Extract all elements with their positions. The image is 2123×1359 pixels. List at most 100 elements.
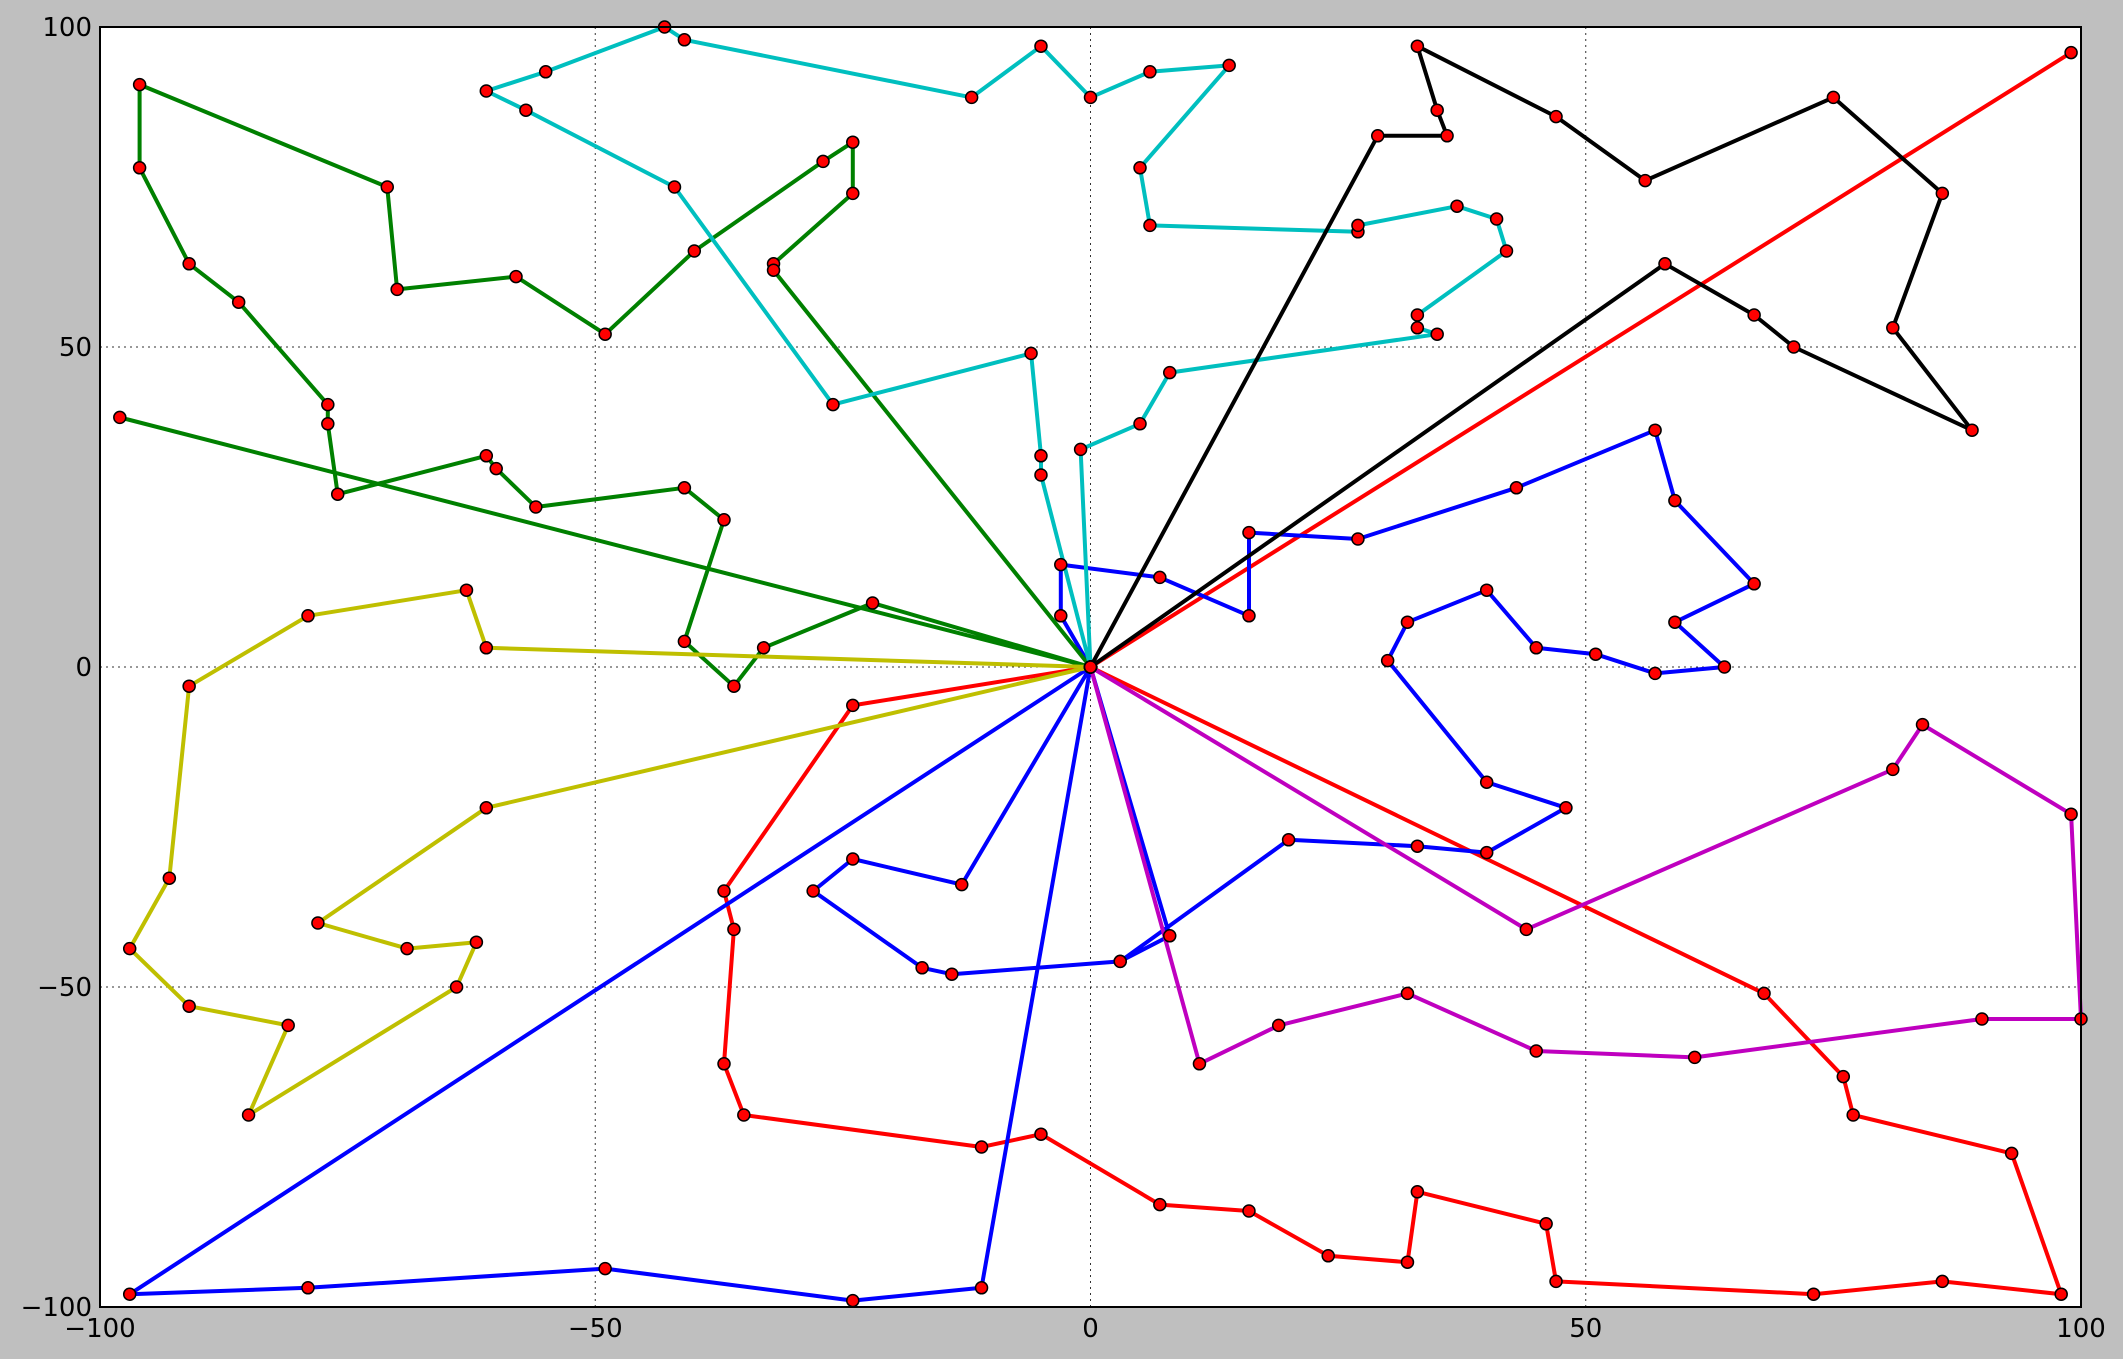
route-4-point-17 (1133, 161, 1147, 175)
route-5-point-2 (1370, 129, 1385, 143)
route-2-point-36 (1479, 845, 1494, 860)
route-7-point-9 (281, 1018, 295, 1033)
route-4-point-5 (826, 397, 840, 412)
route-4-point-24 (1410, 308, 1425, 322)
route-3-point-9 (489, 461, 503, 476)
route-2-point-4 (598, 1261, 612, 1276)
route-3-point-13 (321, 397, 335, 412)
route-7-point-2 (479, 641, 494, 655)
route-2-point-28 (1648, 666, 1662, 681)
route-3-point-18 (380, 180, 394, 194)
route-2-point-23 (1648, 423, 1662, 437)
route-1-point-10 (1242, 1204, 1256, 1218)
route-6-point-5 (1529, 1044, 1543, 1058)
x-tick-label: 100 (2056, 1314, 2106, 1344)
route-5-point-8 (1826, 90, 1841, 105)
route-4-point-15 (1143, 65, 1157, 79)
route-7-point-13 (400, 941, 414, 956)
route-4-point-18 (1143, 218, 1157, 233)
route-1-point-12 (1400, 1255, 1415, 1269)
y-tick-label: 100 (42, 13, 92, 43)
route-2-point-12 (806, 884, 820, 898)
x-tick-labels: −100 −50 0 50 100 (64, 1314, 2106, 1344)
route-1-point-7 (974, 1140, 989, 1154)
route-2-point-6 (974, 1281, 989, 1295)
route-6-point-11 (1886, 762, 1900, 777)
route-2-point-11 (915, 961, 929, 975)
route-1-point-24 (2064, 45, 2078, 60)
route-line-7 (127, 588, 1093, 1117)
route-7-point-7 (122, 941, 137, 956)
route-1-point-14 (1539, 1217, 1553, 1231)
route-1-point-11 (1321, 1249, 1335, 1263)
route-2-point-8 (1162, 929, 1177, 943)
route-2-point-35 (1559, 801, 1573, 815)
route-5-point-10 (1886, 321, 1900, 335)
route-2-point-17 (1054, 557, 1068, 572)
route-line-3 (117, 82, 1093, 689)
route-2-point-26 (1668, 615, 1682, 629)
route-1-point-3 (717, 884, 731, 898)
x-tick-label: 0 (1082, 1314, 1099, 1344)
route-7-point-15 (479, 801, 494, 815)
route-1-point-4 (727, 922, 741, 937)
route-5-point-14 (1658, 257, 1672, 271)
route-7-point-6 (162, 871, 177, 885)
route-1-point-9 (1153, 1197, 1167, 1212)
route-1-point-18 (2054, 1287, 2068, 1301)
route-6-point-6 (1687, 1050, 1702, 1065)
route-2-point-10 (945, 967, 959, 981)
route-4-point-2 (1034, 468, 1048, 482)
route-2-point-21 (1351, 532, 1365, 546)
route-1-point-6 (737, 1108, 751, 1122)
route-4-point-29 (1073, 442, 1088, 457)
stops (113, 20, 2088, 1308)
route-3-point-5 (677, 634, 692, 649)
route-3-point-4 (727, 679, 741, 693)
route-3-point-25 (846, 186, 860, 201)
route-2-point-14 (954, 877, 969, 892)
route-1-point-2 (846, 698, 860, 713)
route-3-point-6 (717, 513, 731, 527)
route-5-point-9 (1935, 186, 1950, 201)
route-3-point-10 (479, 449, 494, 463)
route-6-point-4 (1400, 986, 1415, 1001)
route-4-point-27 (1162, 365, 1177, 380)
route-1-point-15 (1549, 1274, 1563, 1289)
route-6-point-2 (1192, 1057, 1207, 1071)
route-3-point-24 (846, 135, 860, 149)
route-4-point-11 (677, 33, 692, 47)
route-2-point-13 (846, 852, 860, 866)
route-2-point-27 (1717, 660, 1732, 674)
route-2-point-38 (1281, 833, 1296, 847)
y-tick-label: −50 (37, 973, 92, 1003)
route-4-point-3 (1034, 449, 1048, 463)
route-4-point-25 (1410, 321, 1425, 335)
route-1-point-8 (1034, 1127, 1048, 1141)
route-3-point-19 (390, 282, 404, 297)
route-2-point-3 (301, 1281, 315, 1295)
route-4-point-9 (538, 65, 553, 79)
route-2-point-22 (1509, 481, 1524, 495)
route-1-point-17 (1935, 1274, 1950, 1289)
route-2-point-16 (1054, 609, 1068, 623)
route-6-point-7 (1975, 1012, 1989, 1026)
route-4-point-8 (479, 84, 494, 98)
route-3-point-20 (509, 269, 523, 284)
route-3-point-16 (132, 161, 147, 175)
route-4-point-4 (1024, 346, 1038, 361)
route-3-point-8 (529, 500, 543, 514)
plot-frame (99, 26, 2082, 1308)
x-tick-label: −50 (568, 1314, 623, 1344)
route-4-point-28 (1133, 417, 1147, 431)
route-1-point-21 (1836, 1069, 1851, 1084)
route-2-point-30 (1529, 641, 1543, 655)
route-4-point-13 (1034, 39, 1048, 53)
route-7-point-12 (469, 935, 484, 949)
route-7-point-11 (449, 980, 464, 994)
route-1-point-16 (1806, 1287, 1821, 1301)
route-2-point-29 (1588, 647, 1603, 661)
route-2-point-37 (1410, 839, 1425, 853)
route-4-point-6 (667, 180, 682, 194)
